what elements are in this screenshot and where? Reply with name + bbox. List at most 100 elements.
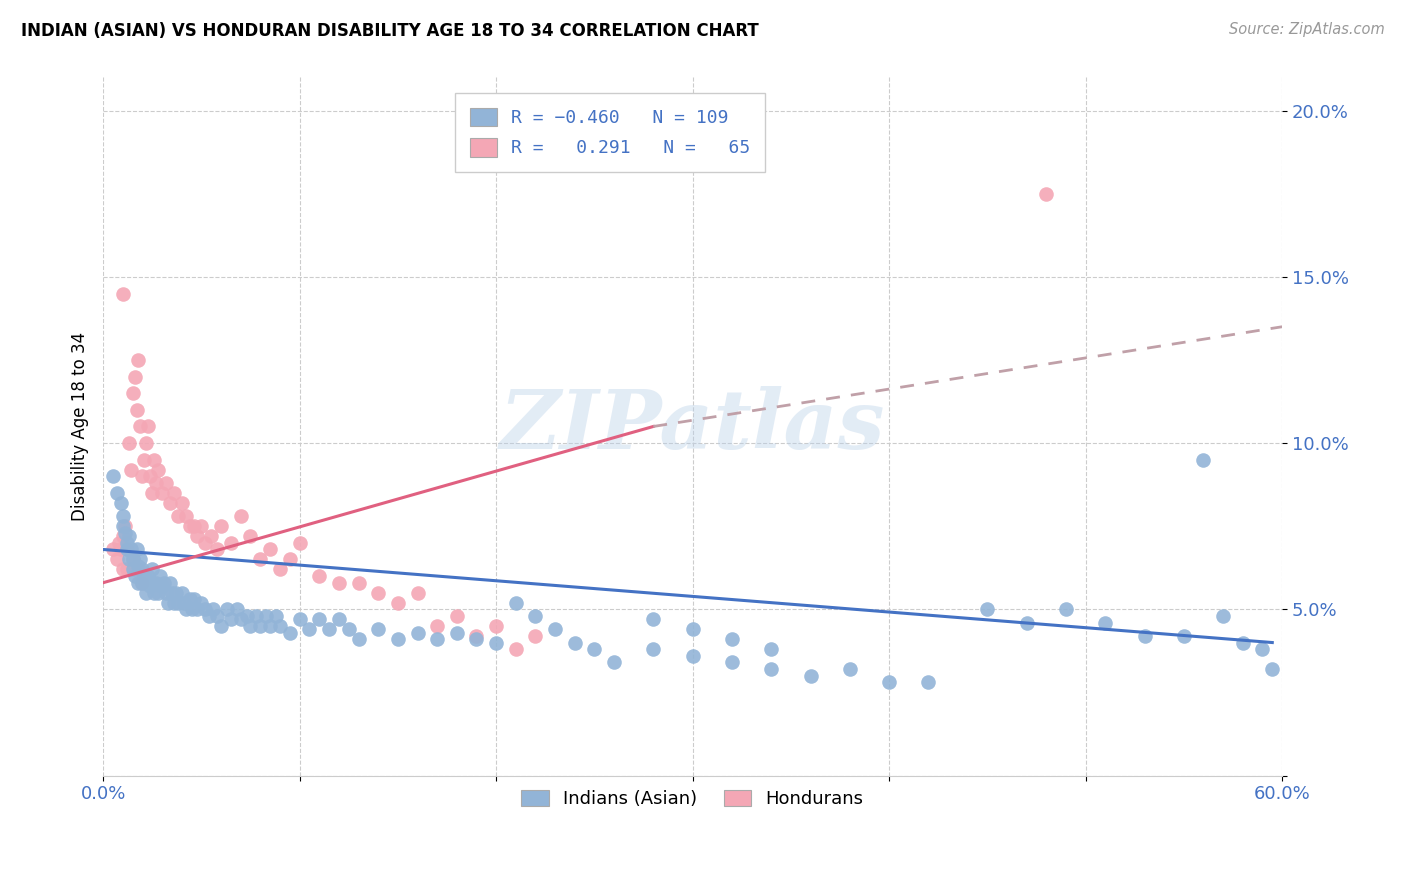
Point: [121, 552, 143, 566]
Point: [219, 612, 242, 626]
Point: [141, 575, 163, 590]
Point: [308, 612, 330, 626]
Point: [190, 596, 212, 610]
Point: [136, 569, 159, 583]
Point: [105, 552, 128, 566]
Point: [131, 575, 153, 590]
Point: [186, 529, 208, 543]
Point: [643, 612, 665, 626]
Point: [159, 575, 181, 590]
Point: [159, 496, 181, 510]
Point: [1212, 609, 1234, 624]
Point: [111, 509, 134, 524]
Point: [1232, 635, 1254, 649]
Point: [174, 602, 197, 616]
Point: [179, 592, 201, 607]
Point: [235, 609, 257, 624]
Point: [128, 575, 150, 590]
Point: [1054, 602, 1077, 616]
Point: [156, 596, 179, 610]
Point: [838, 662, 860, 676]
Point: [564, 635, 586, 649]
Point: [202, 602, 225, 616]
Point: [105, 486, 128, 500]
Point: [146, 463, 169, 477]
Point: [128, 353, 150, 368]
Point: [163, 596, 186, 610]
Point: [367, 622, 389, 636]
Point: [229, 612, 252, 626]
Point: [128, 562, 150, 576]
Point: [160, 585, 183, 599]
Point: [166, 596, 188, 610]
Point: [115, 536, 138, 550]
Point: [249, 619, 271, 633]
Point: [118, 552, 141, 566]
Point: [205, 542, 228, 557]
Point: [200, 529, 222, 543]
Point: [101, 469, 124, 483]
Point: [426, 619, 449, 633]
Y-axis label: Disability Age 18 to 34: Disability Age 18 to 34: [72, 332, 89, 521]
Point: [298, 622, 321, 636]
Point: [259, 542, 281, 557]
Point: [1173, 629, 1195, 643]
Point: [219, 536, 242, 550]
Point: [239, 619, 262, 633]
Point: [446, 609, 468, 624]
Point: [111, 519, 134, 533]
Point: [761, 642, 783, 657]
Point: [245, 609, 267, 624]
Point: [114, 525, 136, 540]
Point: [215, 602, 238, 616]
Point: [183, 592, 205, 607]
Point: [721, 632, 744, 647]
Point: [110, 496, 132, 510]
Point: [505, 642, 527, 657]
Point: [1251, 642, 1274, 657]
Point: [125, 542, 148, 557]
Point: [209, 619, 232, 633]
Point: [229, 509, 252, 524]
Point: [328, 575, 350, 590]
Point: [254, 609, 277, 624]
Point: [603, 656, 626, 670]
Point: [505, 596, 527, 610]
Point: [118, 436, 141, 450]
Point: [139, 579, 162, 593]
Point: [150, 579, 173, 593]
Point: [485, 619, 508, 633]
Point: [194, 602, 217, 616]
Point: [180, 602, 202, 616]
Point: [120, 463, 142, 477]
Point: [131, 562, 153, 576]
Point: [141, 562, 163, 576]
Point: [544, 622, 567, 636]
Point: [269, 562, 291, 576]
Point: [288, 536, 311, 550]
Point: [173, 596, 195, 610]
Point: [682, 648, 704, 663]
Point: [1035, 186, 1057, 201]
Point: [141, 486, 163, 500]
Point: [111, 529, 134, 543]
Point: [426, 632, 449, 647]
Point: [643, 642, 665, 657]
Point: [134, 452, 156, 467]
Point: [136, 419, 159, 434]
Point: [465, 632, 488, 647]
Point: [131, 575, 153, 590]
Point: [194, 536, 217, 550]
Point: [179, 519, 201, 533]
Point: [135, 585, 157, 599]
Point: [128, 559, 150, 574]
Point: [761, 662, 783, 676]
Point: [406, 625, 429, 640]
Point: [347, 575, 370, 590]
Point: [165, 585, 187, 599]
Point: [583, 642, 606, 657]
Point: [269, 619, 291, 633]
Point: [111, 286, 134, 301]
Point: [135, 575, 157, 590]
Point: [150, 486, 173, 500]
